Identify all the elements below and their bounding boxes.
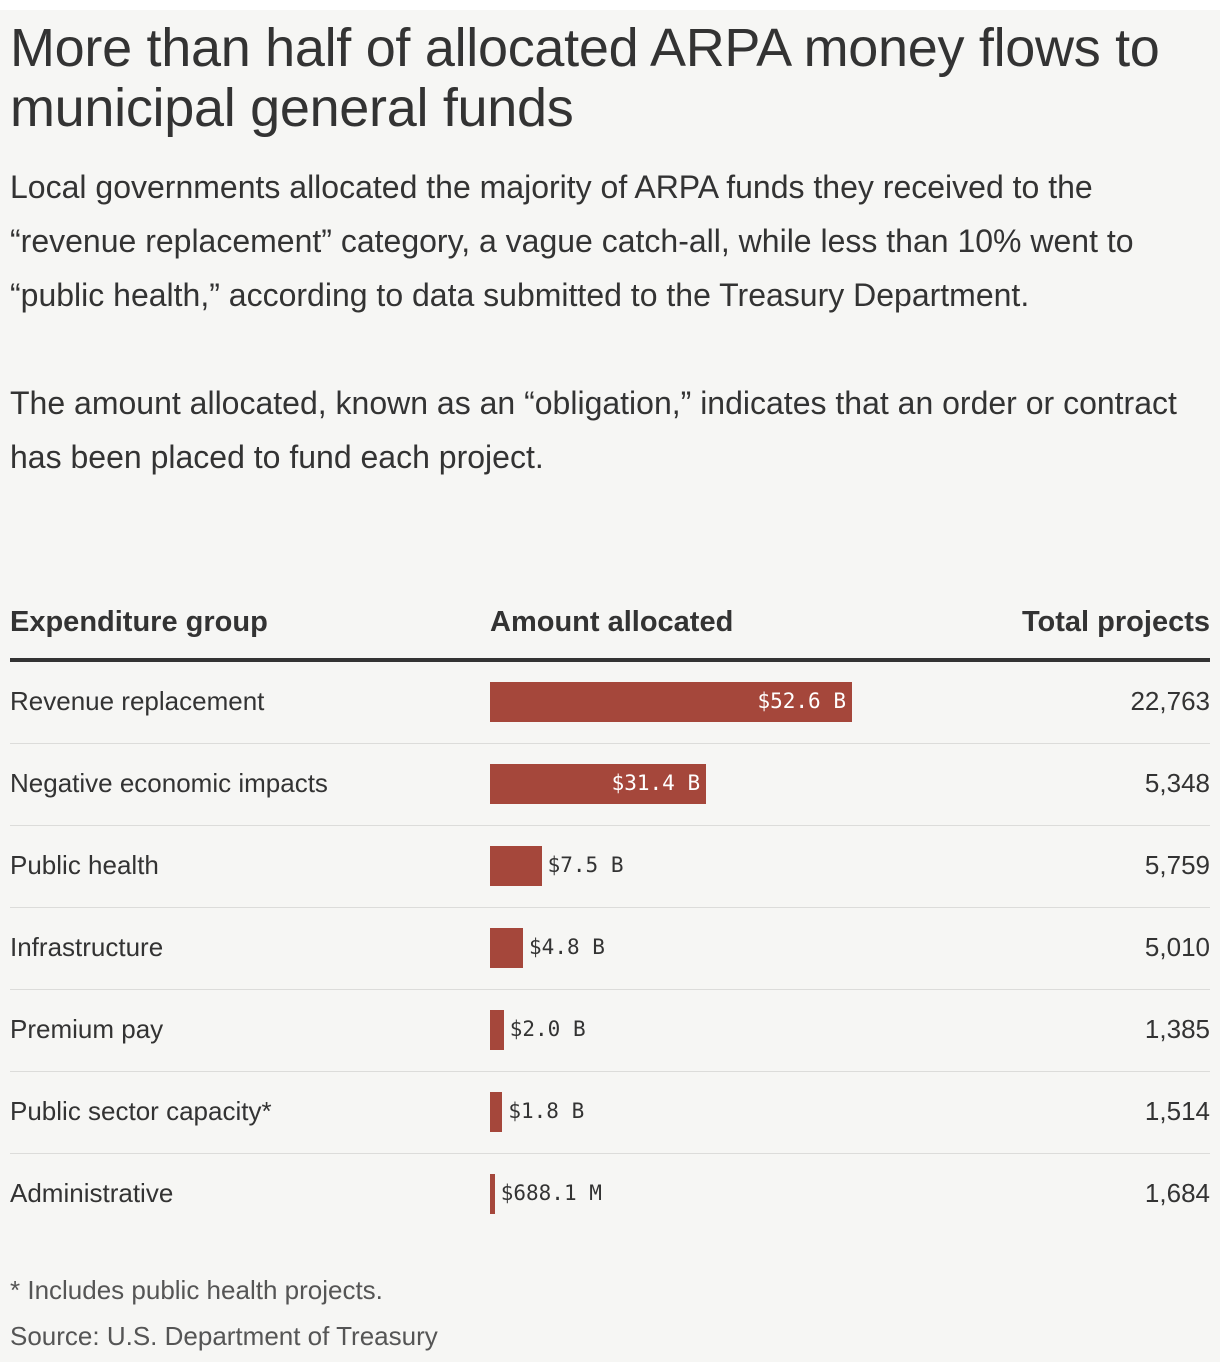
- table-row: Premium pay $2.0 B 1,385: [10, 990, 1210, 1072]
- amount-cell: $688.1 M: [490, 1174, 1190, 1214]
- expenditure-group-label: Premium pay: [10, 1014, 164, 1044]
- column-header-group: Expenditure group: [10, 606, 268, 638]
- expenditure-group-label: Administrative: [10, 1178, 174, 1208]
- chart-description: Local governments allocated the majority…: [10, 160, 1210, 484]
- table-row: Public health $7.5 B 5,759: [10, 826, 1210, 908]
- amount-label: $7.5 B: [547, 853, 624, 877]
- table-header: Expenditure group Amount allocated Total…: [10, 594, 1210, 662]
- table-row: Revenue replacement $52.6 B 22,763: [10, 662, 1210, 744]
- footnote: * Includes public health projects.: [10, 1275, 383, 1305]
- amount-cell: $7.5 B: [490, 846, 1190, 886]
- amount-cell: $1.8 B: [490, 1092, 1190, 1132]
- table-body: Revenue replacement $52.6 B 22,763 Negative…: [10, 662, 1210, 1235]
- total-projects-value: 5,348: [1144, 768, 1210, 798]
- chart-content: More than half of allocated ARPA money f…: [10, 10, 1210, 1214]
- amount-label: $52.6 B: [757, 689, 846, 713]
- amount-label: $1.8 B: [508, 1099, 585, 1123]
- data-table: Expenditure group Amount allocated Total…: [10, 594, 1210, 1235]
- amount-bar: [490, 846, 542, 886]
- chart-panel: More than half of allocated ARPA money f…: [0, 10, 1220, 1362]
- amount-bar: [490, 1174, 495, 1214]
- amount-label: $2.0 B: [509, 1017, 586, 1041]
- amount-cell: $52.6 B: [490, 682, 1190, 722]
- description-paragraph-2: The amount allocated, known as an “oblig…: [10, 385, 1177, 475]
- total-projects-value: 22,763: [1130, 686, 1210, 716]
- table-row: Administrative $688.1 M 1,684: [10, 1154, 1210, 1235]
- amount-bar: [490, 1010, 504, 1050]
- expenditure-group-label: Negative economic impacts: [10, 768, 328, 798]
- amount-bar: [490, 682, 852, 722]
- amount-cell: $2.0 B: [490, 1010, 1190, 1050]
- column-header-amount: Amount allocated: [490, 606, 734, 638]
- total-projects-value: 5,010: [1144, 932, 1210, 962]
- amount-label: $31.4 B: [611, 771, 701, 795]
- table-row: Negative economic impacts $31.4 B 5,348: [10, 744, 1210, 826]
- amount-label: $4.8 B: [529, 935, 605, 959]
- expenditure-group-label: Infrastructure: [10, 932, 164, 962]
- amount-cell: $4.8 B: [490, 928, 1190, 968]
- description-paragraph-1: Local governments allocated the majority…: [10, 169, 1134, 313]
- column-header-projects: Total projects: [1022, 606, 1210, 638]
- table-row: Infrastructure $4.8 B 5,010: [10, 908, 1210, 990]
- expenditure-group-label: Public health: [10, 850, 159, 880]
- amount-cell: $31.4 B: [490, 764, 1190, 804]
- table-row: Public sector capacity* $1.8 B 1,514: [10, 1072, 1210, 1154]
- amount-bar: [490, 1092, 503, 1132]
- total-projects-value: 1,684: [1144, 1178, 1210, 1208]
- expenditure-group-label: Public sector capacity*: [10, 1096, 272, 1126]
- source-note: Source: U.S. Department of Treasury: [10, 1321, 438, 1351]
- total-projects-value: 1,385: [1144, 1014, 1210, 1044]
- amount-bar: [490, 764, 707, 804]
- total-projects-value: 1,514: [1144, 1096, 1210, 1126]
- amount-bar: [490, 928, 524, 968]
- chart-title: More than half of allocated ARPA money f…: [10, 18, 1160, 138]
- expenditure-group-label: Revenue replacement: [10, 686, 265, 716]
- total-projects-value: 5,759: [1144, 850, 1210, 880]
- amount-label: $688.1 M: [500, 1181, 602, 1205]
